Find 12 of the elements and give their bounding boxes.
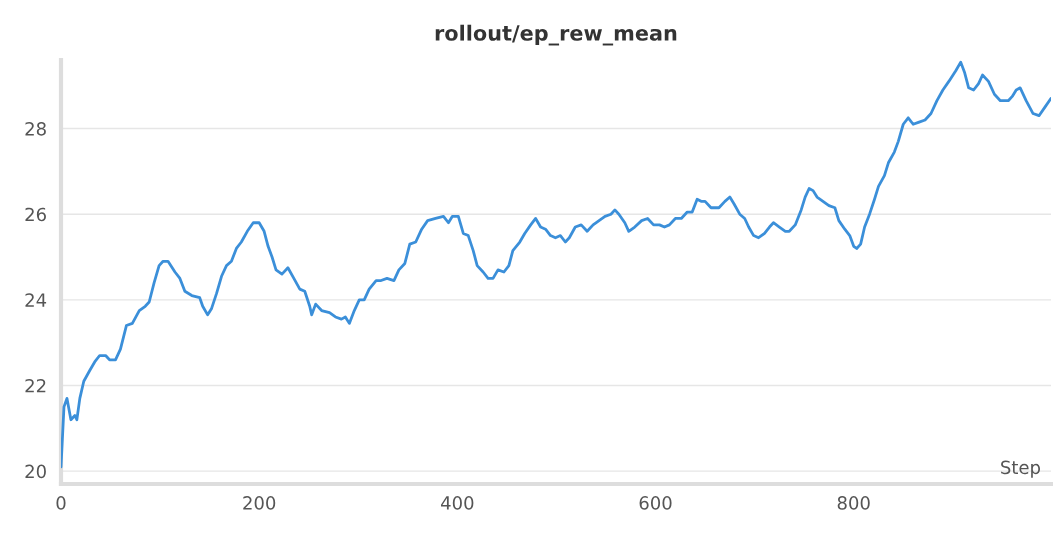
x-axis-title: Step — [1001, 460, 1041, 478]
x-tick-label: 800 — [837, 496, 870, 510]
y-tick-label: 22 — [25, 378, 46, 393]
y-tick-label: 20 — [25, 464, 46, 479]
x-tick-label: 400 — [441, 496, 474, 510]
chart-title: rollout/ep_rew_mean — [435, 24, 677, 46]
x-tick-label: 600 — [639, 496, 672, 510]
y-tick-label: 24 — [25, 293, 47, 307]
x-tick-label: 0 — [56, 496, 66, 510]
x-tick-label: 200 — [243, 496, 276, 510]
y-tick-label: 26 — [25, 207, 46, 222]
y-tick-label: 28 — [25, 121, 46, 136]
